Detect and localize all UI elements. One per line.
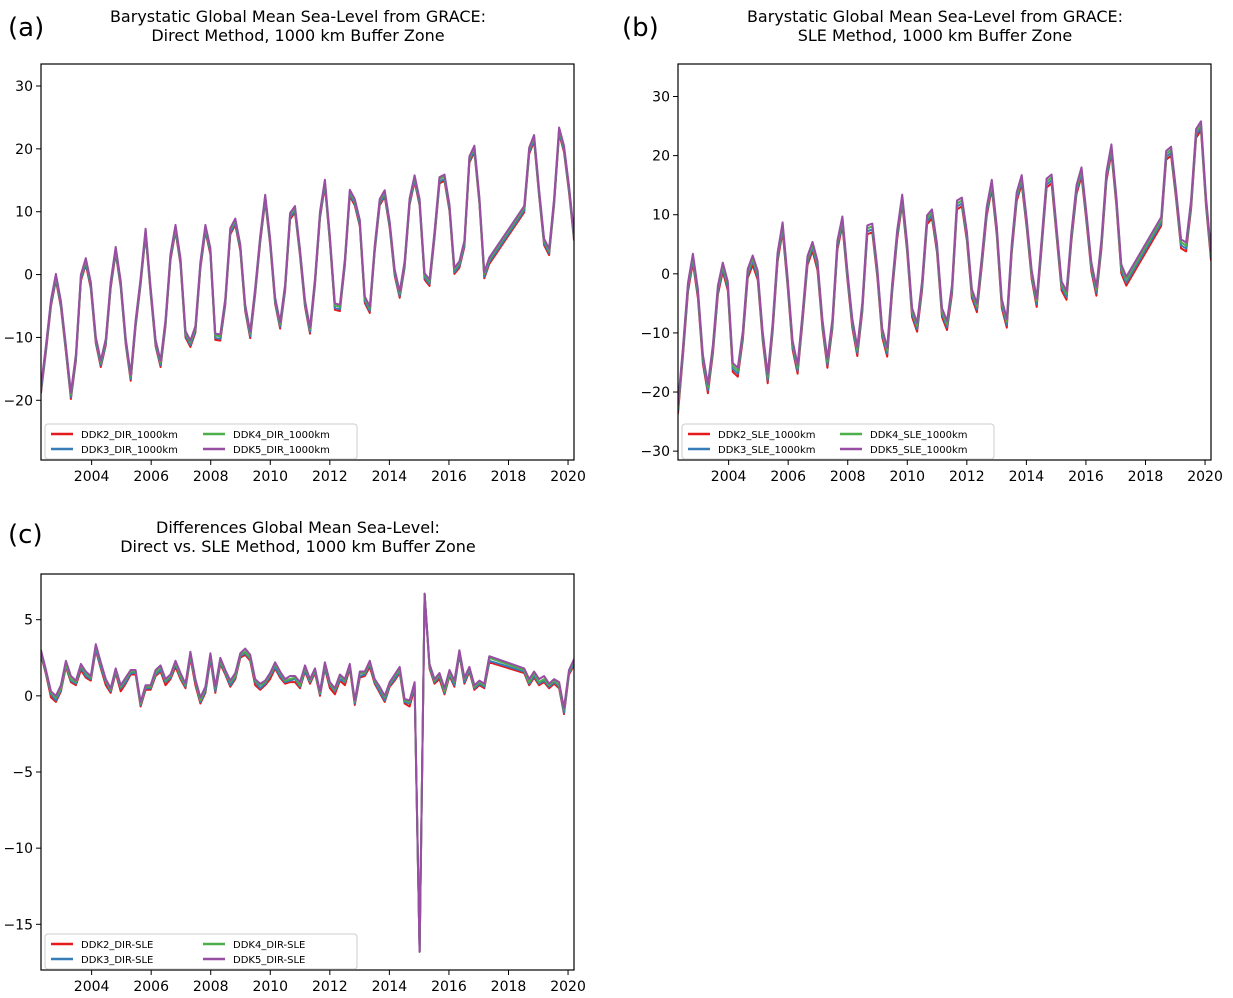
x-tick-label: 2012	[312, 979, 348, 995]
series-line-DDK4_SLE_1000km	[678, 123, 1211, 409]
x-tick-label: 2006	[133, 979, 169, 995]
y-tick-label: −30	[640, 444, 670, 460]
legend-box	[44, 423, 358, 460]
legend-label: DDK3_DIR_1000km	[81, 445, 178, 456]
legend-box	[44, 933, 358, 970]
series-group	[678, 120, 1211, 415]
y-tick-label: −10	[640, 326, 670, 342]
x-tick-label: 2016	[431, 979, 467, 995]
x-tick-label: 2020	[550, 979, 586, 995]
y-tick-label: 20	[15, 142, 33, 158]
x-tick-label: 2010	[252, 469, 288, 485]
chart-title-line: Direct Method, 1000 km Buffer Zone	[151, 26, 444, 45]
panel-label: (b)	[622, 13, 659, 43]
x-tick-label: 2018	[491, 469, 527, 485]
y-tick-label: 0	[24, 268, 33, 284]
legend-label: DDK5_SLE_1000km	[870, 445, 968, 456]
y-tick-label: 0	[661, 267, 670, 283]
series-line-DDK5_SLE_1000km	[678, 120, 1211, 406]
x-tick-label: 2008	[193, 469, 229, 485]
panel-label: (a)	[8, 13, 44, 43]
series-line-DDK4_DIR-SLE	[41, 592, 574, 953]
y-tick-label: −10	[3, 841, 33, 857]
x-tick-label: 2014	[1009, 469, 1045, 485]
y-tick-label: 30	[15, 79, 33, 95]
y-tick-label: 10	[15, 205, 33, 221]
legend-label: DDK2_DIR_1000km	[81, 430, 178, 441]
x-tick-label: 2012	[312, 469, 348, 485]
x-tick-label: 2020	[1187, 469, 1223, 485]
x-tick-label: 2004	[74, 469, 110, 485]
x-tick-label: 2006	[770, 469, 806, 485]
x-tick-label: 2008	[193, 979, 229, 995]
axes-frame	[40, 573, 575, 971]
y-tick-label: −15	[3, 917, 33, 933]
legend-box	[681, 423, 995, 460]
y-tick-label: −5	[12, 765, 33, 781]
axes-frame	[677, 63, 1212, 461]
series-line-DDK3_DIR_1000km	[41, 130, 574, 399]
legend-label: DDK5_DIR_1000km	[233, 445, 330, 456]
x-tick-label: 2006	[133, 469, 169, 485]
chart-panel-c: (c) Differences Global Mean Sea-Level:Dir…	[3, 518, 585, 995]
y-tick-label: 20	[652, 149, 670, 165]
x-tick-label: 2010	[889, 469, 925, 485]
x-tick-label: 2004	[74, 979, 110, 995]
panel-label: (c)	[8, 520, 43, 550]
chart-panel-b: (b) Barystatic Global Mean Sea-Level from…	[622, 7, 1223, 485]
series-line-DDK5_DIR_1000km	[41, 126, 574, 394]
x-tick-label: 2014	[372, 979, 408, 995]
series-line-DDK2_DIR_1000km	[41, 132, 574, 400]
x-tick-label: 2012	[949, 469, 985, 485]
legend-label: DDK3_DIR-SLE	[81, 955, 153, 966]
series-group	[41, 126, 574, 400]
chart-title-line: Barystatic Global Mean Sea-Level from GR…	[110, 7, 486, 26]
series-line-DDK2_DIR-SLE	[41, 592, 574, 953]
series-group	[41, 592, 574, 953]
chart-panel-a: (a) Barystatic Global Mean Sea-Level from…	[3, 7, 585, 485]
x-tick-label: 2018	[491, 979, 527, 995]
legend-label: DDK2_SLE_1000km	[718, 430, 816, 441]
y-tick-label: −20	[3, 393, 33, 409]
legend-label: DDK3_SLE_1000km	[718, 445, 816, 456]
series-line-DDK3_DIR-SLE	[41, 592, 574, 953]
x-tick-label: 2008	[830, 469, 866, 485]
legend-label: DDK4_SLE_1000km	[870, 430, 968, 441]
x-tick-label: 2014	[372, 469, 408, 485]
axes-frame	[40, 63, 575, 461]
x-tick-label: 2004	[711, 469, 747, 485]
x-tick-label: 2020	[550, 469, 586, 485]
y-tick-label: 10	[652, 208, 670, 224]
x-tick-label: 2016	[431, 469, 467, 485]
chart-title-line: SLE Method, 1000 km Buffer Zone	[798, 26, 1073, 45]
legend-label: DDK5_DIR-SLE	[233, 955, 305, 966]
legend-label: DDK2_DIR-SLE	[81, 940, 153, 951]
y-tick-label: −20	[640, 385, 670, 401]
legend-label: DDK4_DIR_1000km	[233, 430, 330, 441]
x-tick-label: 2016	[1068, 469, 1104, 485]
series-line-DDK5_DIR-SLE	[41, 592, 574, 953]
chart-title-line: Barystatic Global Mean Sea-Level from GR…	[747, 7, 1123, 26]
y-tick-label: 5	[24, 613, 33, 629]
legend-label: DDK4_DIR-SLE	[233, 940, 305, 951]
chart-title-line: Direct vs. SLE Method, 1000 km Buffer Zo…	[120, 537, 476, 556]
chart-title-line: Differences Global Mean Sea-Level:	[156, 518, 440, 537]
x-tick-label: 2010	[252, 979, 288, 995]
series-line-DDK4_DIR_1000km	[41, 128, 574, 396]
y-tick-label: −10	[3, 330, 33, 346]
y-tick-label: 0	[24, 689, 33, 705]
y-tick-label: 30	[652, 90, 670, 106]
x-tick-label: 2018	[1128, 469, 1164, 485]
